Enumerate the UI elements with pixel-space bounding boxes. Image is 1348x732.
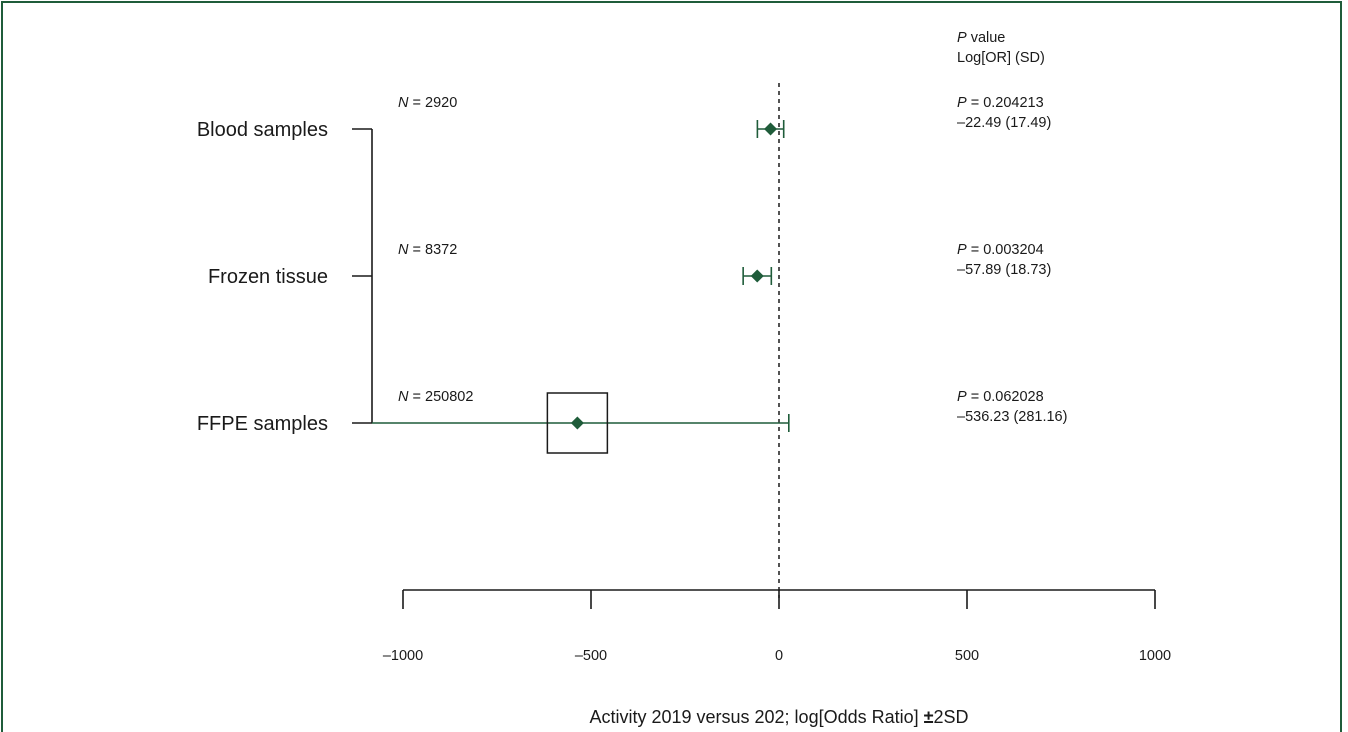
weight-box	[546, 392, 609, 454]
forest-row: FFPE samples N = 250802 P = 0.062028 –536.2…	[197, 389, 1067, 454]
forest-row: Frozen tissue N = 8372 P = 0.003204 –57.89 …	[208, 242, 1051, 288]
estimate-sd-label: –22.49 (17.49)	[957, 115, 1051, 131]
x-tick-label: 1000	[1139, 648, 1171, 664]
sample-size-label: N = 2920	[398, 95, 457, 111]
point-estimate-diamond	[764, 122, 778, 136]
point-estimate-diamond	[750, 269, 764, 283]
estimate-sd-label: –57.89 (18.73)	[957, 262, 1051, 278]
x-tick-label: 500	[955, 648, 979, 664]
x-axis-title: Activity 2019 versus 202; log[Odds Ratio…	[589, 707, 968, 727]
forest-rows: Blood samples N = 2920 P = 0.204213 –22.49 …	[197, 95, 1067, 454]
sample-size-label: N = 250802	[398, 389, 473, 405]
p-value-label: P = 0.204213	[957, 95, 1044, 111]
point-estimate-diamond	[570, 416, 584, 430]
row-label: Blood samples	[197, 119, 328, 141]
p-value-label: P = 0.062028	[957, 389, 1044, 405]
x-tick-label: 0	[775, 648, 783, 664]
x-axis: –1000 –500 0 500 1000	[383, 589, 1171, 664]
log-or-header: Log[OR] (SD)	[957, 50, 1045, 66]
x-tick-label: –1000	[383, 648, 423, 664]
p-value-header: P value	[957, 30, 1005, 46]
row-label: Frozen tissue	[208, 266, 328, 288]
p-value-label: P = 0.003204	[957, 242, 1044, 258]
estimate-sd-label: –536.23 (281.16)	[957, 409, 1067, 425]
row-label: FFPE samples	[197, 413, 328, 435]
x-tick-label: –500	[575, 648, 607, 664]
sample-size-label: N = 8372	[398, 242, 457, 258]
forest-row: Blood samples N = 2920 P = 0.204213 –22.49 …	[197, 95, 1052, 141]
